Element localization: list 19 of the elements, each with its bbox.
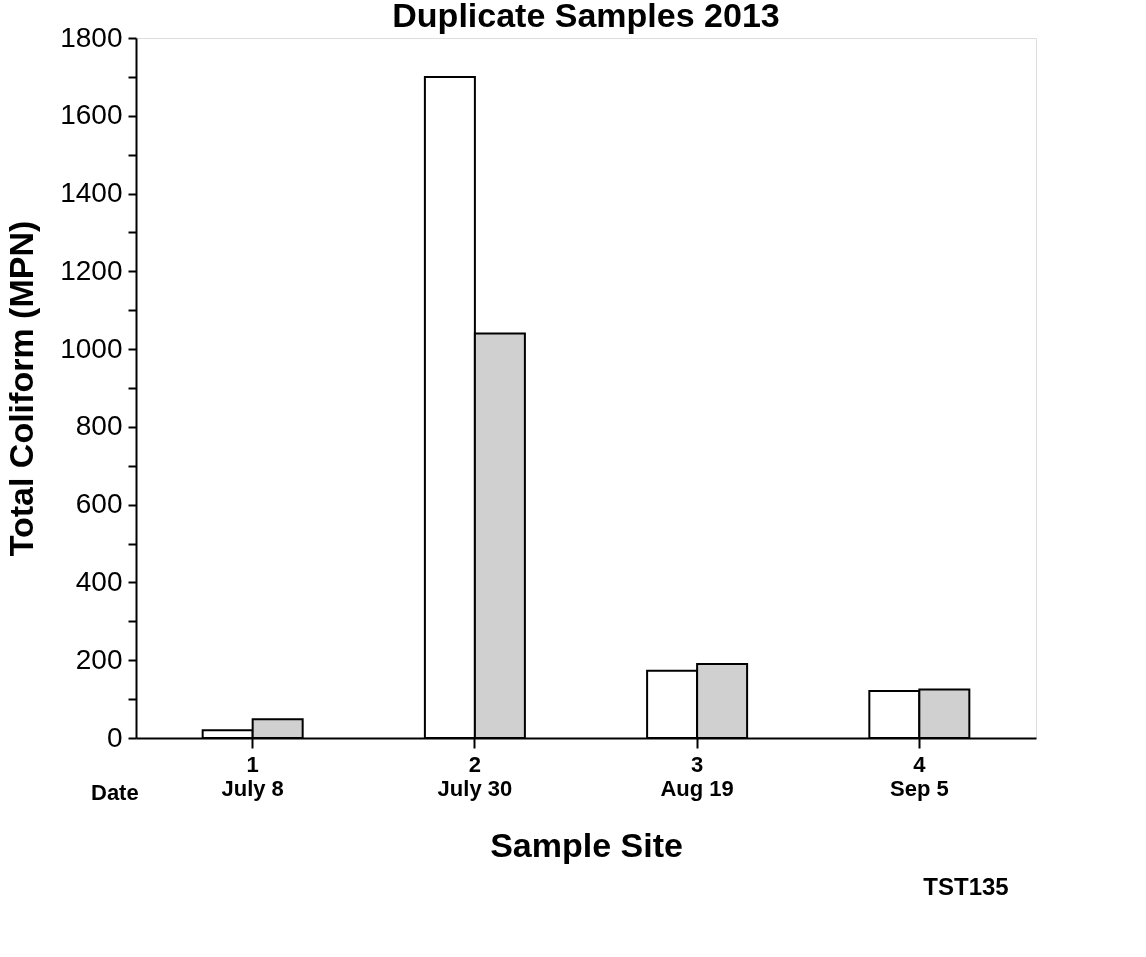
x-tick-label: 1 July 8	[221, 751, 284, 801]
y-tick-label: 400	[75, 565, 123, 597]
x-tick-label: 2 July 30	[437, 751, 513, 801]
text: Date	[91, 780, 139, 805]
chart-title: Duplicate Samples 2013	[392, 0, 780, 34]
y-tick-label: 1400	[60, 177, 123, 209]
y-axis-title: Total Coliform (MPN)	[2, 220, 41, 557]
y-tick-label: 1600	[60, 99, 123, 131]
y-tick-label: 200	[75, 643, 123, 675]
y-tick-label: 1200	[60, 254, 123, 286]
y-tick-label: 600	[75, 488, 123, 520]
y-tick-label: 0	[106, 721, 123, 753]
y-tick-label: 1000	[60, 332, 123, 364]
x-axis-title: Sample Site	[490, 825, 683, 864]
y-tick-label: 1800	[60, 21, 123, 53]
y-tick-label: 800	[75, 410, 123, 442]
text: TST135	[923, 873, 1009, 900]
x-tick-label: 3 Aug 19	[660, 751, 734, 801]
x-tick-label: 4 Sep 5	[889, 751, 949, 801]
